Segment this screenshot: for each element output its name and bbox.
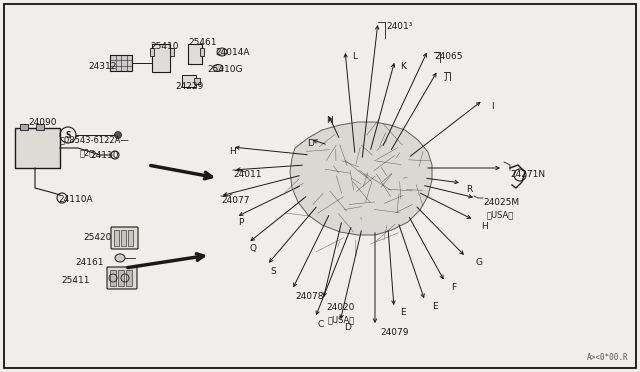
Bar	[188, 44, 202, 64]
Text: Ⓝ08543-6122A—: Ⓝ08543-6122A—	[60, 135, 130, 144]
Bar	[121, 230, 126, 246]
Text: 25420: 25420	[83, 233, 111, 242]
FancyBboxPatch shape	[111, 227, 138, 249]
Ellipse shape	[213, 64, 223, 71]
Bar	[126, 270, 132, 286]
Text: 24065: 24065	[434, 52, 463, 61]
FancyBboxPatch shape	[107, 267, 137, 289]
Bar	[114, 230, 119, 246]
Text: C: C	[318, 320, 324, 329]
Text: Q: Q	[250, 244, 257, 253]
Bar	[128, 230, 133, 246]
Bar	[194, 78, 200, 84]
Text: 2401³: 2401³	[386, 22, 412, 31]
Text: I: I	[491, 102, 493, 111]
Text: S: S	[270, 267, 276, 276]
Text: 24014A: 24014A	[215, 48, 250, 57]
Text: 24110: 24110	[90, 151, 118, 160]
Bar	[36, 124, 44, 130]
Text: 24161: 24161	[75, 258, 104, 267]
Text: K: K	[400, 62, 406, 71]
Text: N: N	[326, 116, 333, 125]
Bar	[182, 75, 196, 87]
Polygon shape	[290, 122, 432, 235]
Bar	[20, 124, 28, 130]
Text: （USA）: （USA）	[487, 210, 515, 219]
Text: D: D	[344, 323, 351, 332]
Text: F: F	[451, 283, 456, 292]
Text: 24271N: 24271N	[510, 170, 545, 179]
Text: 25461: 25461	[188, 38, 216, 47]
Text: 25410G: 25410G	[207, 65, 243, 74]
Bar	[200, 48, 204, 56]
Bar	[110, 55, 132, 71]
Ellipse shape	[115, 254, 125, 262]
Text: 25410: 25410	[150, 42, 179, 51]
Ellipse shape	[217, 48, 227, 56]
Bar	[118, 270, 124, 286]
Text: E: E	[432, 302, 438, 311]
Text: 25411: 25411	[61, 276, 90, 285]
Text: D: D	[307, 139, 314, 148]
Bar	[152, 44, 170, 72]
Text: G: G	[475, 258, 482, 267]
Text: S: S	[65, 131, 70, 140]
Text: H: H	[481, 222, 488, 231]
Text: L: L	[352, 52, 357, 61]
Text: 24020: 24020	[326, 303, 355, 312]
Bar	[170, 48, 174, 56]
Text: J: J	[444, 72, 447, 81]
Circle shape	[115, 131, 122, 138]
Text: 24077: 24077	[221, 196, 250, 205]
Text: 24079: 24079	[380, 328, 408, 337]
Bar	[15, 128, 60, 168]
Text: （USA）: （USA）	[328, 315, 355, 324]
Text: R: R	[466, 185, 472, 194]
Text: （2）: （2）	[80, 148, 95, 157]
Text: 24229: 24229	[175, 82, 204, 91]
Bar	[150, 48, 154, 56]
Text: 24078: 24078	[295, 292, 323, 301]
Text: A><0*00.R: A><0*00.R	[586, 353, 628, 362]
Text: 24090: 24090	[28, 118, 56, 127]
Text: 24025M: 24025M	[483, 198, 519, 207]
Text: P: P	[238, 218, 243, 227]
Text: 24110A: 24110A	[58, 195, 93, 204]
Text: H: H	[229, 147, 236, 156]
Text: E: E	[400, 308, 406, 317]
Text: 24011: 24011	[233, 170, 262, 179]
Text: 24312: 24312	[88, 62, 116, 71]
Bar	[110, 270, 116, 286]
